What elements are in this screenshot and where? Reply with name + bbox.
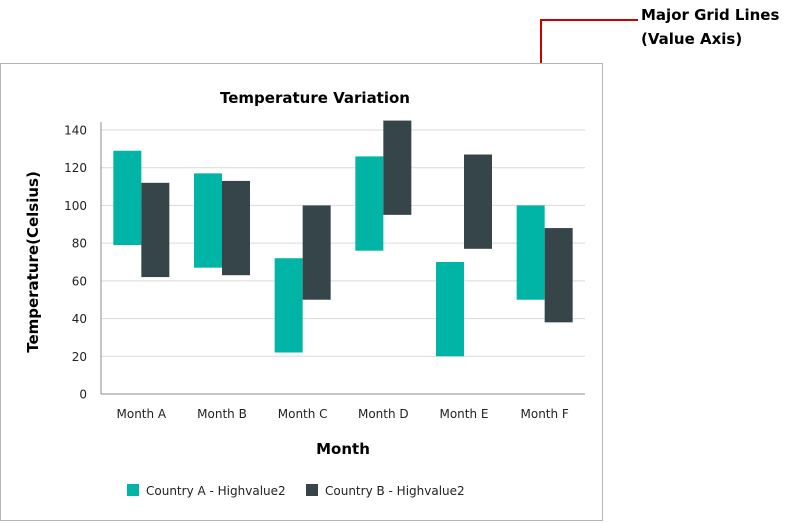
x-tick-label: Month A bbox=[117, 407, 167, 421]
range-bar-series-2[interactable] bbox=[141, 182, 170, 278]
range-bar-series-1[interactable] bbox=[194, 173, 222, 268]
y-tick-label: 20 bbox=[72, 350, 87, 364]
y-tick-label: 40 bbox=[72, 312, 87, 326]
legend-label[interactable]: Country B - Highvalue2 bbox=[325, 484, 465, 498]
range-bar-series-1[interactable] bbox=[436, 262, 464, 357]
y-tick-label: 140 bbox=[64, 124, 87, 138]
range-bar-series-1[interactable] bbox=[274, 258, 303, 353]
y-tick-label: 100 bbox=[64, 199, 87, 213]
x-tick-label: Month E bbox=[439, 407, 488, 421]
chart-area: Temperature Variation 0 20 40 60 80 100 120 140 M… bbox=[0, 63, 603, 521]
x-tick-label: Month D bbox=[358, 407, 409, 421]
y-tick-label: 60 bbox=[72, 274, 87, 288]
chart-title: Temperature Variation bbox=[220, 89, 410, 107]
y-tick-label: 120 bbox=[64, 161, 87, 175]
legend-swatch bbox=[306, 484, 318, 496]
range-bar-series-2[interactable] bbox=[544, 228, 573, 323]
y-tick-label: 0 bbox=[79, 388, 87, 402]
y-axis-title: Temperature(Celsius) bbox=[24, 171, 42, 353]
callout-label: Major Grid Lines (Value Axis) bbox=[641, 3, 779, 51]
x-tick-label: Month B bbox=[197, 407, 247, 421]
range-bar-series-1[interactable] bbox=[516, 205, 545, 300]
range-bar-series-2[interactable] bbox=[222, 180, 250, 276]
chart-canvas: Temperature Variation 0 20 40 60 80 100 120 140 M… bbox=[24, 89, 585, 498]
range-bar-series-1[interactable] bbox=[355, 156, 384, 251]
legend-label[interactable]: Country A - Highvalue2 bbox=[146, 484, 286, 498]
range-bar-series-2[interactable] bbox=[383, 120, 412, 215]
y-tick-label: 80 bbox=[72, 237, 87, 251]
x-tick-label: Month F bbox=[521, 407, 569, 421]
legend-swatch bbox=[127, 484, 139, 496]
x-tick-label: Month C bbox=[278, 407, 328, 421]
range-bar-series-1[interactable] bbox=[113, 150, 142, 246]
range-bar-series-2[interactable] bbox=[464, 154, 492, 249]
callout-line-2: (Value Axis) bbox=[641, 30, 743, 48]
range-bar-series-2[interactable] bbox=[302, 205, 331, 300]
x-axis-title: Month bbox=[316, 440, 370, 458]
callout-line-1: Major Grid Lines bbox=[641, 6, 780, 24]
